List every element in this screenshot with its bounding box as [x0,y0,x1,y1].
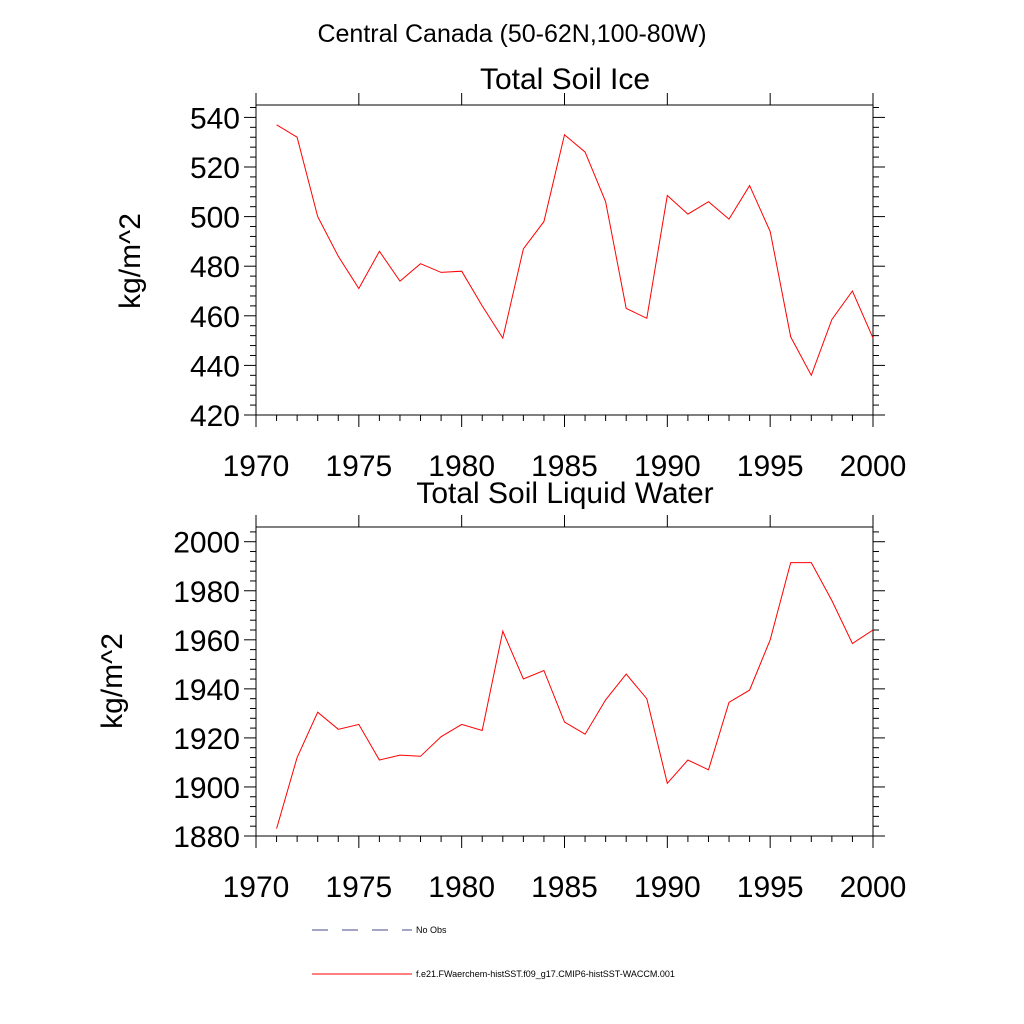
plot-border [255,104,874,416]
series-line [276,562,874,829]
x-tick-label: 1985 [531,450,598,483]
legend-label: f.e21.FWaerchem-histSST.f09_g17.CMIP6-hi… [416,969,675,979]
y-tick-label: 420 [190,400,240,433]
figure-title: Central Canada (50-62N,100-80W) [317,20,706,48]
tick-marks [244,515,885,848]
y-tick-label: 540 [190,102,240,135]
y-tick-label: 460 [190,301,240,334]
x-tick-label: 1985 [531,871,598,904]
y-tick-label: 520 [190,152,240,185]
panel-total-soil-liquid-water: Total Soil Liquid Water kg/m^2 1970 1975 1… [96,477,906,904]
x-tick-label: 2000 [840,871,907,904]
x-tick-label: 1990 [634,450,701,483]
x-tick-label: 1975 [325,871,392,904]
legend-item-model-run: f.e21.FWaerchem-histSST.f09_g17.CMIP6-hi… [312,969,675,979]
y-tick-label: 480 [190,251,240,284]
x-tick-label: 1970 [223,450,290,483]
legend: No Obs f.e21.FWaerchem-histSST.f09_g17.C… [312,925,675,979]
panel-title: Total Soil Ice [480,63,650,96]
tick-labels: 1970 1975 1980 1985 1990 1995 2000 1880 1900 1920… [173,527,906,904]
legend-label: No Obs [416,925,447,935]
y-tick-label: 1900 [173,772,240,805]
x-tick-label: 1980 [428,871,495,904]
y-tick-label: 1960 [173,625,240,658]
plot-area [255,104,874,416]
panel-title: Total Soil Liquid Water [416,477,713,510]
y-tick-label: 1980 [173,576,240,609]
x-tick-label: 1995 [737,450,804,483]
plot-border [255,526,874,837]
y-axis-label: kg/m^2 [114,213,147,309]
y-axis-label: kg/m^2 [96,633,129,729]
y-tick-label: 1940 [173,674,240,707]
tick-marks [244,93,885,427]
y-tick-label: 1920 [173,723,240,756]
panel-total-soil-ice: Total Soil Ice kg/m^2 1970 1975 1980 1985 19… [114,63,906,483]
series-line [276,124,874,377]
tick-labels: 1970 1975 1980 1985 1990 1995 2000 420 440 460 480… [190,102,906,483]
x-tick-label: 1970 [223,871,290,904]
legend-item-no-obs: No Obs [312,925,447,935]
y-tick-label: 2000 [173,527,240,560]
y-tick-label: 1880 [173,821,240,854]
x-tick-label: 1995 [737,871,804,904]
plot-area [255,526,874,837]
x-tick-label: 1980 [428,450,495,483]
x-tick-label: 2000 [840,450,907,483]
y-tick-label: 500 [190,202,240,235]
x-tick-label: 1990 [634,871,701,904]
x-tick-label: 1975 [325,450,392,483]
y-tick-label: 440 [190,350,240,383]
